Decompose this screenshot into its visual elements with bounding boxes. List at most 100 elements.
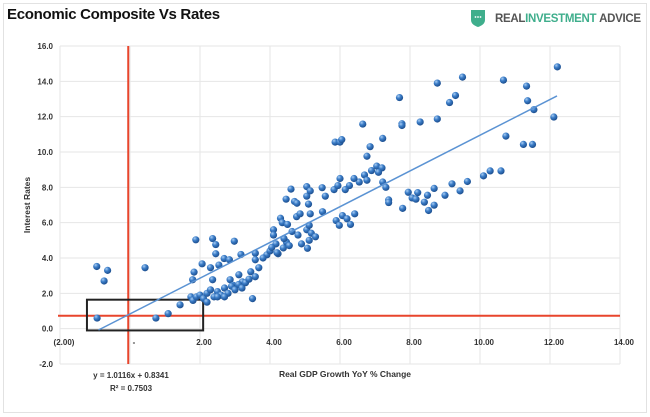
data-point [448,180,456,188]
data-point [152,314,160,322]
data-point [395,93,404,102]
data-point [338,136,346,144]
data-point [524,97,532,105]
data-point [458,73,467,81]
data-point [213,293,222,301]
data-point [100,277,108,285]
data-point [93,314,101,322]
data-point [420,198,428,206]
data-point [294,231,302,239]
data-point [273,249,281,257]
data-point [334,181,342,190]
data-point [305,236,313,244]
x-tick-label: - [133,338,136,347]
data-point [104,266,112,274]
data-point [341,186,349,194]
data-point [318,184,326,192]
data-point [209,234,217,243]
data-point [259,254,267,262]
x-tick-label: 8.00 [406,338,422,347]
data-point [355,178,363,186]
y-tick-label: -2.0 [39,360,53,369]
data-point [206,264,215,272]
data-point [399,204,407,212]
data-point [479,172,488,180]
data-point [553,63,561,71]
data-point [528,140,537,149]
y-tick-label: 8.0 [42,183,54,192]
data-point [350,174,358,183]
data-point [282,195,290,203]
data-point [245,275,253,283]
data-point [255,264,263,272]
data-point [430,184,438,192]
data-point [297,240,306,248]
data-point [367,166,376,175]
x-axis-label: Real GDP Growth YoY % Change [279,369,411,379]
data-point [209,276,217,284]
x-tick-label: 4.00 [266,338,282,347]
data-point [220,293,229,301]
trendline-equation: y = 1.0116x + 0.8341 [93,371,169,380]
data-point [486,167,494,175]
x-tick-label: 2.00 [196,338,212,347]
data-point [212,250,220,258]
data-point [251,256,259,264]
data-point [287,185,295,193]
data-point [456,187,464,195]
data-point [283,220,292,229]
data-point [382,183,390,191]
data-point [220,284,229,292]
chart-title: Economic Composite Vs Rates [7,6,220,23]
chart-frame [3,3,647,413]
data-point [279,244,287,252]
data-point [268,243,276,251]
data-point [311,233,320,241]
data-point [269,226,278,234]
data-point [226,276,234,284]
data-point [306,210,314,218]
data-point [231,286,239,294]
data-point [203,298,211,306]
data-point [433,115,441,123]
data-point [404,188,412,196]
data-point [198,260,206,268]
x-tick-label: 6.00 [336,338,352,347]
data-point [192,236,200,244]
data-point [235,271,243,279]
data-point [416,118,424,126]
data-point [336,174,344,183]
data-point [414,189,422,197]
x-tick-label: 14.00 [614,338,635,347]
data-point [318,208,327,216]
data-point [445,98,454,107]
highlight-box [85,298,205,332]
logo-text-real: REAL [495,12,526,25]
data-point [164,310,172,318]
data-point [296,210,304,218]
shield-icon [471,10,485,27]
data-point [93,262,101,271]
y-tick-label: 6.0 [42,219,54,228]
y-tick-label: 12.0 [37,113,53,122]
data-point [335,221,343,229]
x-tick-label: (2.00) [54,338,75,347]
brand-logo: REAL INVESTMENT ADVICE [470,9,641,28]
x-tick-label: 10.00 [474,338,495,347]
y-tick-label: 0.0 [42,325,54,334]
data-point [230,237,238,245]
x-tick-label: 12.00 [544,338,565,347]
data-point [463,177,471,186]
data-point [206,286,215,294]
data-point [293,199,301,207]
logo-text-investment: INVESTMENT [525,12,600,25]
data-point [343,215,351,223]
data-point [285,242,293,250]
trendline-r-squared: R² = 0.7503 [110,384,153,393]
data-point [497,167,505,175]
y-axis-label: Interest Rates [22,177,32,233]
trendline [98,95,558,331]
data-point [398,121,406,130]
